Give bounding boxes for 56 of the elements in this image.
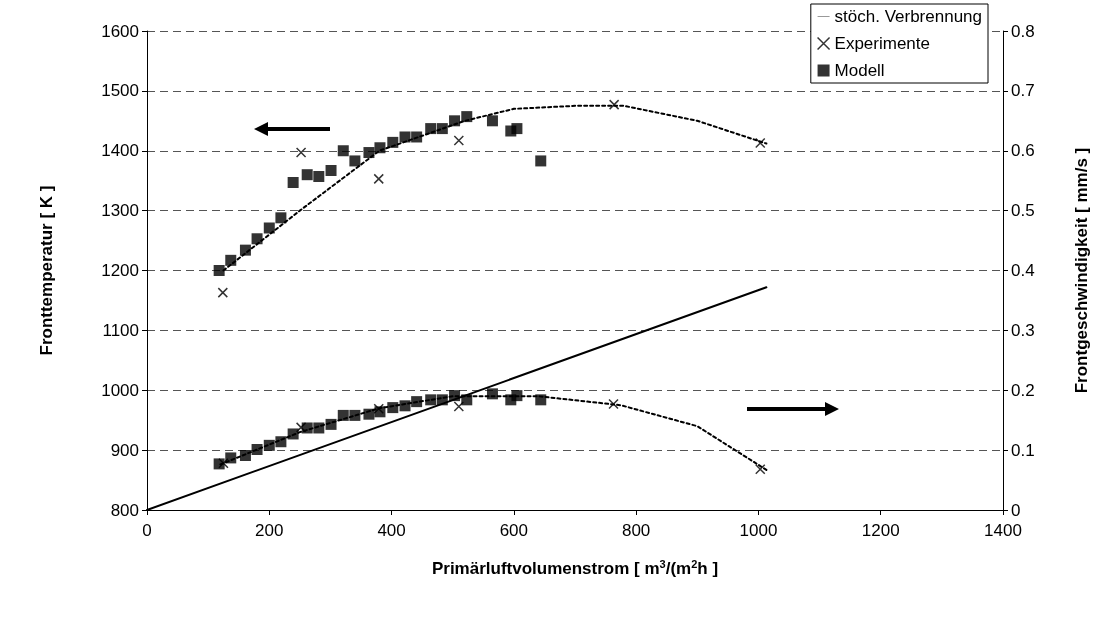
point bbox=[453, 401, 465, 412]
point bbox=[755, 464, 766, 475]
point bbox=[287, 176, 299, 188]
point bbox=[453, 135, 465, 146]
point bbox=[275, 212, 287, 224]
point bbox=[251, 233, 263, 245]
y-axis-title: Fronttemperatur [ K ] bbox=[37, 185, 56, 356]
y-tick-label: 1500 bbox=[101, 81, 139, 101]
point bbox=[363, 147, 375, 159]
y-tick-label: 1400 bbox=[101, 141, 139, 161]
legend-label: Experimente bbox=[834, 34, 930, 53]
point bbox=[263, 222, 275, 234]
y-tick-label: 1600 bbox=[101, 21, 139, 41]
y2-tick-label: 0 bbox=[1011, 500, 1021, 520]
y-tick-label: 800 bbox=[110, 500, 139, 520]
y2-tick-label: 0.5 bbox=[1011, 201, 1035, 221]
x-tick-label: 1400 bbox=[984, 521, 1022, 540]
y2-tick-label: 0.4 bbox=[1011, 261, 1035, 280]
x-tick-label: 200 bbox=[255, 521, 284, 540]
point bbox=[325, 165, 337, 177]
y-tick-label: 1200 bbox=[101, 261, 139, 280]
legend-label: stöch. Verbrennung bbox=[834, 7, 983, 26]
x-tick-label: 800 bbox=[621, 521, 651, 540]
y2-tick-label: 0.1 bbox=[1011, 440, 1035, 460]
y2-tick-label: 0.3 bbox=[1011, 320, 1035, 340]
point bbox=[755, 137, 766, 149]
point bbox=[535, 155, 547, 167]
point bbox=[213, 458, 225, 470]
point bbox=[349, 155, 361, 167]
y2-tick-label: 0.2 bbox=[1011, 380, 1035, 400]
x-tick-label: 1200 bbox=[861, 521, 900, 540]
point bbox=[511, 123, 523, 135]
y2-tick-label: 0.8 bbox=[1011, 21, 1035, 41]
point bbox=[486, 115, 498, 127]
x-tick-label: 400 bbox=[377, 521, 406, 540]
point bbox=[213, 265, 225, 276]
point bbox=[608, 99, 620, 110]
point bbox=[337, 145, 349, 157]
y-tick-label: 1100 bbox=[102, 320, 139, 340]
y2-tick-label: 0.7 bbox=[1011, 81, 1035, 101]
point bbox=[373, 173, 384, 185]
y-tick-label: 1000 bbox=[101, 380, 139, 400]
x-tick-label: 0 bbox=[142, 521, 152, 540]
point bbox=[399, 131, 411, 143]
point bbox=[313, 171, 325, 182]
legend-label: Modell bbox=[834, 61, 885, 80]
y2-axis-title: Frontgeschwindigkeit [ mm/s ] bbox=[1072, 147, 1091, 394]
y-tick-label: 1300 bbox=[101, 201, 139, 221]
y2-tick-label: 0.6 bbox=[1011, 141, 1035, 161]
x-tick-label: 600 bbox=[499, 521, 529, 540]
point bbox=[301, 169, 313, 181]
point bbox=[608, 398, 619, 410]
point bbox=[295, 147, 307, 158]
y-tick-label: 900 bbox=[110, 440, 139, 460]
x-tick-label: 1000 bbox=[739, 521, 778, 540]
point bbox=[217, 287, 229, 298]
